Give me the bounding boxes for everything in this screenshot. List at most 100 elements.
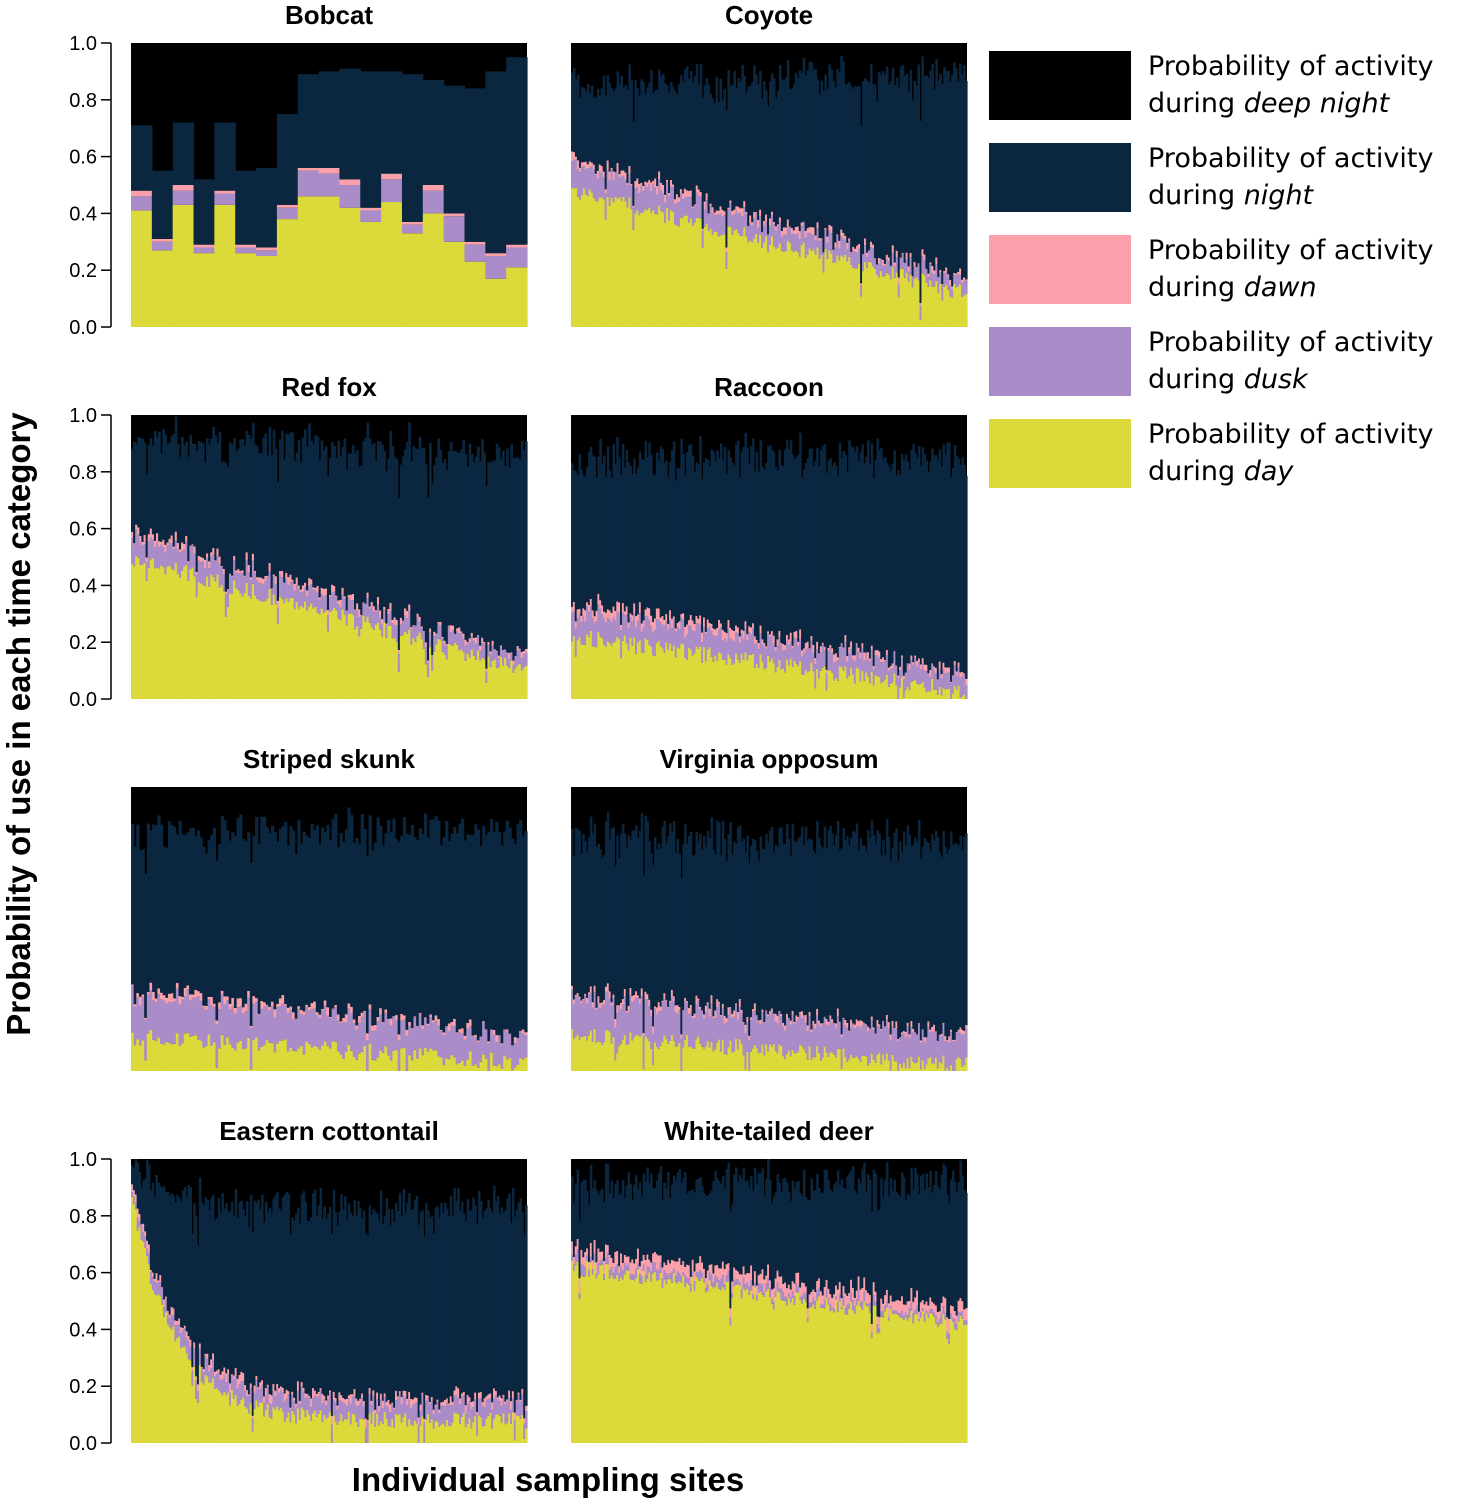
night-bar-segment: [261, 1194, 264, 1381]
night-bar-segment: [831, 466, 834, 649]
day-bar-segment: [131, 1032, 135, 1071]
dusk-bar-segment: [729, 638, 732, 659]
day-bar-segment: [359, 1418, 362, 1443]
day-bar-segment: [801, 1046, 804, 1071]
dusk-bar-segment: [686, 634, 689, 660]
night-bar-segment: [301, 437, 305, 586]
night-bar-segment: [229, 1211, 232, 1384]
dusk-bar-segment: [840, 236, 843, 256]
dusk-bar-segment: [731, 1017, 734, 1053]
dusk-bar-segment: [313, 1395, 317, 1411]
day-bar-segment: [149, 1029, 153, 1071]
dawn-bar-segment: [582, 608, 585, 617]
dusk-bar-segment: [497, 1035, 502, 1065]
dusk-bar-segment: [366, 1421, 370, 1443]
day-bar-segment: [285, 598, 288, 699]
dusk-bar-segment: [597, 1263, 600, 1275]
dusk-bar-segment: [485, 671, 488, 683]
night-bar-segment: [917, 446, 921, 659]
day-bar-segment: [289, 598, 293, 699]
day-bar-segment: [317, 1413, 321, 1443]
dusk-bar-segment: [489, 1398, 492, 1413]
day-bar-segment: [923, 1068, 927, 1071]
dawn-bar-segment: [864, 238, 867, 246]
dusk-bar-segment: [595, 621, 598, 648]
dusk-bar-segment: [399, 624, 403, 636]
night-bar-segment: [431, 483, 434, 655]
dusk-bar-segment: [793, 637, 796, 661]
day-bar-segment: [822, 272, 826, 327]
day-bar-segment: [653, 1042, 657, 1071]
dawn-bar-segment: [831, 648, 834, 653]
dusk-bar-segment: [719, 627, 723, 654]
day-bar-segment: [149, 1283, 153, 1443]
night-bar-segment: [823, 444, 827, 647]
dusk-bar-segment: [302, 1391, 306, 1410]
dawn-bar-segment: [666, 179, 669, 183]
day-bar-segment: [721, 234, 725, 327]
day-bar-segment: [836, 1049, 840, 1071]
dusk-bar-segment: [687, 197, 691, 223]
dusk-bar-segment: [714, 1018, 717, 1050]
day-bar-segment: [957, 286, 960, 327]
day-bar-segment: [260, 1046, 264, 1071]
night-bar-segment: [808, 838, 812, 1012]
night-bar-segment: [652, 474, 655, 622]
dusk-bar-segment: [183, 996, 188, 1034]
dawn-bar-segment: [136, 993, 140, 997]
night-bar-segment: [689, 71, 693, 191]
day-bar-segment: [825, 690, 829, 699]
night-bar-segment: [463, 840, 467, 1036]
dawn-bar-segment: [650, 615, 653, 627]
dusk-bar-segment: [431, 1022, 436, 1051]
night-bar-segment: [341, 447, 345, 588]
dawn-bar-segment: [656, 186, 659, 195]
night-bar-segment: [217, 1197, 221, 1370]
night-bar-segment: [572, 856, 576, 1000]
dawn-bar-segment: [704, 631, 708, 635]
day-bar-segment: [859, 1061, 862, 1071]
day-bar-segment: [437, 638, 441, 699]
dusk-bar-segment: [897, 1041, 900, 1071]
dusk-bar-segment: [461, 1033, 465, 1061]
dusk-bar-segment: [942, 1024, 945, 1056]
day-bar-segment: [485, 278, 507, 327]
dawn-bar-segment: [326, 1007, 330, 1016]
dusk-bar-segment: [631, 1274, 634, 1280]
day-bar-segment: [193, 253, 215, 327]
dawn-bar-segment: [745, 211, 748, 215]
night-bar-segment: [398, 1193, 402, 1392]
dawn-bar-segment: [183, 1325, 187, 1329]
day-bar-segment: [725, 268, 729, 327]
night-bar-segment: [213, 1220, 217, 1372]
dusk-bar-segment: [466, 1028, 470, 1060]
dawn-bar-segment: [485, 1396, 488, 1400]
dusk-bar-segment: [603, 1274, 606, 1280]
night-bar-segment: [429, 442, 432, 629]
night-bar-segment: [740, 841, 744, 1011]
dusk-bar-segment: [178, 1324, 181, 1337]
dawn-bar-segment: [827, 647, 830, 652]
dusk-bar-segment: [687, 1014, 691, 1047]
dusk-bar-segment: [818, 241, 822, 259]
day-bar-segment: [339, 207, 361, 327]
day-bar-segment: [810, 250, 814, 327]
day-bar-segment: [204, 1374, 208, 1443]
dawn-bar-segment: [487, 1041, 491, 1044]
dusk-bar-segment: [812, 235, 816, 250]
day-bar-segment: [263, 1045, 267, 1071]
dusk-bar-segment: [904, 1037, 908, 1068]
day-bar-segment: [457, 1413, 460, 1443]
night-bar-segment: [944, 846, 947, 1037]
day-bar-segment: [785, 1053, 789, 1071]
day-bar-segment: [315, 1046, 320, 1071]
dawn-bar-segment: [589, 598, 593, 606]
day-bar-segment: [450, 1055, 454, 1071]
dusk-bar-segment: [326, 1015, 330, 1047]
dawn-bar-segment: [228, 573, 232, 575]
dawn-bar-segment: [869, 241, 873, 248]
dusk-bar-segment: [625, 1265, 629, 1271]
dawn-bar-segment: [793, 1021, 796, 1025]
night-bar-segment: [640, 459, 644, 624]
dusk-bar-segment: [593, 622, 597, 647]
